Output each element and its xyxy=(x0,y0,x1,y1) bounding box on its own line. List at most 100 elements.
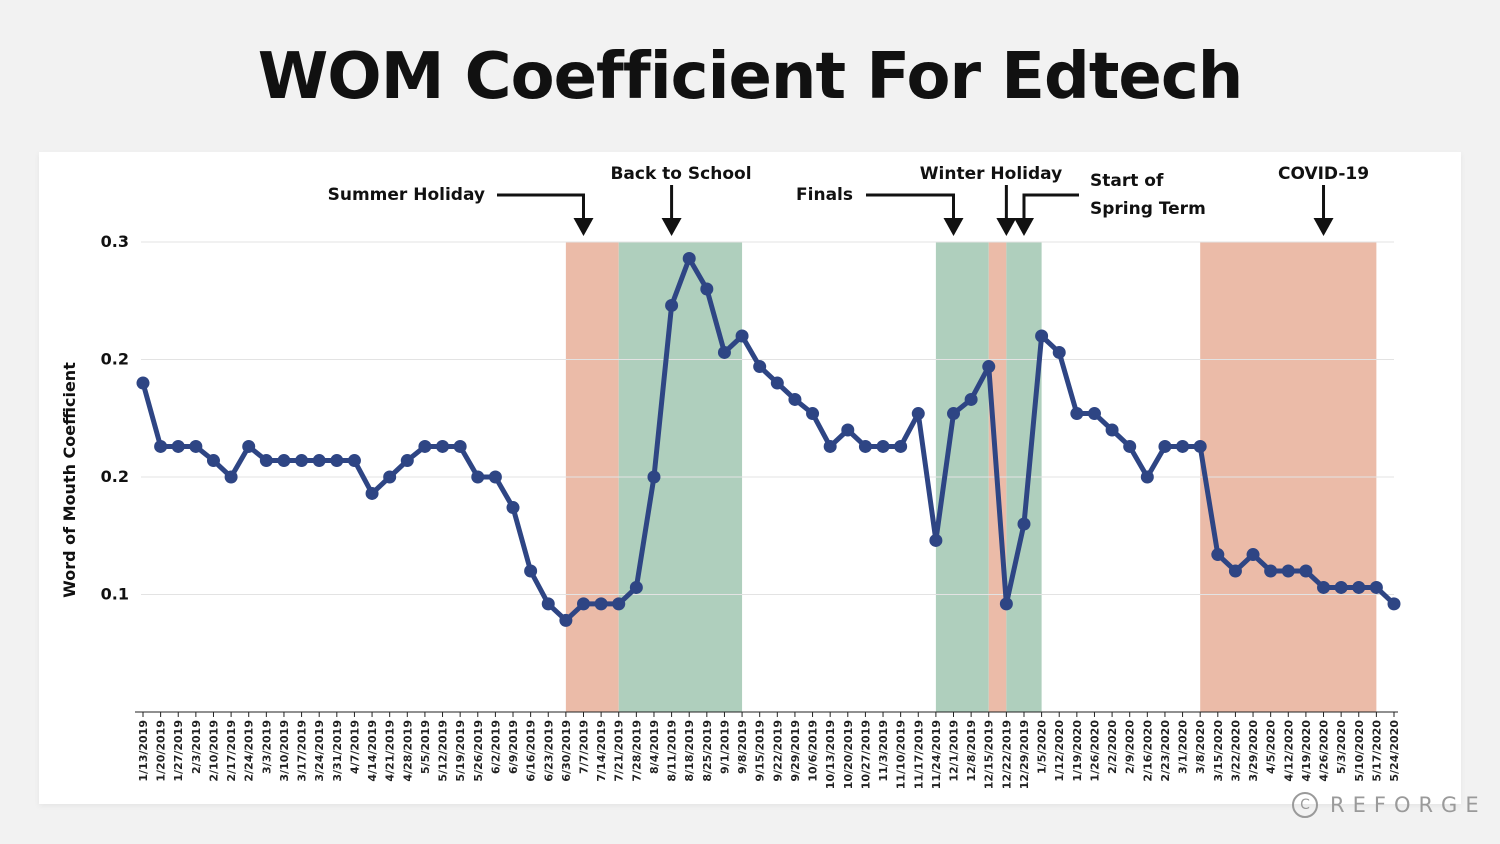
x-tick-label: 6/9/2019 xyxy=(507,720,520,774)
data-point xyxy=(189,439,203,453)
x-tick-label: 6/30/2019 xyxy=(560,720,573,782)
data-point xyxy=(136,376,150,390)
data-point xyxy=(806,407,820,421)
x-tick-label: 4/19/2020 xyxy=(1300,720,1313,782)
reforge-watermark: C REFORGE xyxy=(1292,792,1487,818)
data-point xyxy=(1317,580,1331,594)
data-point xyxy=(418,439,432,453)
data-point xyxy=(594,597,608,611)
x-tick-label: 8/11/2019 xyxy=(666,720,679,782)
data-point xyxy=(841,423,855,437)
x-tick-label: 2/17/2019 xyxy=(225,720,238,782)
data-point xyxy=(277,454,291,468)
x-tick-label: 4/26/2020 xyxy=(1318,720,1331,782)
arrow-summer-holiday xyxy=(497,193,585,220)
x-tick-label: 12/1/2019 xyxy=(948,720,961,782)
arrowhead-finals xyxy=(943,218,964,236)
data-point xyxy=(524,564,538,578)
x-tick-label: 10/13/2019 xyxy=(824,720,837,789)
data-point xyxy=(1105,423,1119,437)
data-point xyxy=(1035,329,1049,343)
x-tick-label: 5/19/2019 xyxy=(454,720,467,782)
x-tick-label: 9/1/2019 xyxy=(718,720,731,774)
data-point xyxy=(682,251,696,265)
x-tick-label: 11/17/2019 xyxy=(912,720,925,789)
x-tick-label: 5/26/2019 xyxy=(472,720,485,782)
annotation-winter-holiday: Winter Holiday xyxy=(920,164,1062,184)
x-tick-label: 9/29/2019 xyxy=(789,720,802,782)
arrowhead-winter-holiday xyxy=(996,218,1017,236)
arrowhead-start-of-spring-term xyxy=(1013,218,1034,236)
annotation-covid-19: COVID-19 xyxy=(1278,164,1369,184)
data-point xyxy=(541,597,555,611)
x-tick-label: 1/13/2019 xyxy=(137,720,150,782)
x-tick-label: 11/10/2019 xyxy=(895,720,908,789)
x-tick-label: 12/22/2019 xyxy=(1000,720,1013,789)
x-tick-label: 3/24/2019 xyxy=(313,720,326,782)
arrow-finals xyxy=(866,193,956,220)
x-tick-label: 2/10/2019 xyxy=(207,720,220,782)
x-tick-label: 10/6/2019 xyxy=(807,720,820,782)
x-tick-label: 6/23/2019 xyxy=(542,720,555,782)
data-point xyxy=(206,454,220,468)
x-tick-label: 2/2/2020 xyxy=(1106,720,1119,774)
x-tick-label: 4/28/2019 xyxy=(401,720,414,782)
annotation-finals: Finals xyxy=(796,185,853,205)
data-point xyxy=(1087,407,1101,421)
data-point xyxy=(1369,580,1383,594)
copyright-icon: C xyxy=(1292,792,1318,818)
data-point xyxy=(347,454,361,468)
x-tick-label: 5/5/2019 xyxy=(419,720,432,774)
brand-name: REFORGE xyxy=(1330,793,1487,817)
x-tick-label: 11/24/2019 xyxy=(930,720,943,789)
data-point xyxy=(665,298,679,312)
data-point xyxy=(242,439,256,453)
x-tick-label: 7/28/2019 xyxy=(630,720,643,782)
data-point xyxy=(929,533,943,547)
y-tick-label: 0.2 xyxy=(101,467,129,486)
y-tick-label: 0.3 xyxy=(101,232,129,251)
arrowhead-covid-19 xyxy=(1313,218,1334,236)
data-point xyxy=(436,439,450,453)
x-tick-label: 2/3/2019 xyxy=(190,720,203,774)
x-tick-label: 8/25/2019 xyxy=(701,720,714,782)
data-point xyxy=(612,597,626,611)
data-point xyxy=(770,376,784,390)
data-point xyxy=(506,501,520,515)
x-tick-label: 5/17/2020 xyxy=(1370,720,1383,782)
data-point xyxy=(1140,470,1154,484)
data-point xyxy=(876,439,890,453)
data-point xyxy=(1211,548,1225,562)
data-point xyxy=(999,597,1013,611)
data-point xyxy=(911,407,925,421)
y-tick-label: 0.1 xyxy=(101,585,129,604)
data-point xyxy=(1281,564,1295,578)
x-tick-label: 6/2/2019 xyxy=(489,720,502,774)
data-point xyxy=(1299,564,1313,578)
x-tick-label: 12/8/2019 xyxy=(965,720,978,782)
x-tick-label: 10/27/2019 xyxy=(859,720,872,789)
x-tick-label: 9/22/2019 xyxy=(771,720,784,782)
data-point xyxy=(488,470,502,484)
x-tick-label: 5/10/2020 xyxy=(1353,720,1366,782)
line-chart: 0.1 0.2 0.2 0.3 1/13/2019 1/20/2019 1/27/2019 2… xyxy=(60,164,1401,789)
x-tick-label: 7/7/2019 xyxy=(577,720,590,774)
x-tick-label: 11/3/2019 xyxy=(877,720,890,782)
data-point xyxy=(1052,345,1066,359)
data-point xyxy=(629,580,643,594)
annotation-start-of-spring-term: Spring Term xyxy=(1090,199,1206,219)
arrow-start-of-spring-term xyxy=(1022,193,1079,220)
data-point xyxy=(1176,439,1190,453)
data-point xyxy=(1228,564,1242,578)
x-tick-label: 4/5/2020 xyxy=(1265,720,1278,774)
x-tick-label: 2/23/2020 xyxy=(1159,720,1172,782)
data-point xyxy=(295,454,309,468)
x-tick-label: 1/26/2020 xyxy=(1088,720,1101,782)
data-point xyxy=(1123,439,1137,453)
x-tick-label: 6/16/2019 xyxy=(525,720,538,782)
x-tick-label: 2/9/2020 xyxy=(1124,720,1137,774)
x-tick-label: 2/16/2020 xyxy=(1141,720,1154,782)
data-point xyxy=(259,454,273,468)
data-point xyxy=(471,470,485,484)
data-point xyxy=(383,470,397,484)
